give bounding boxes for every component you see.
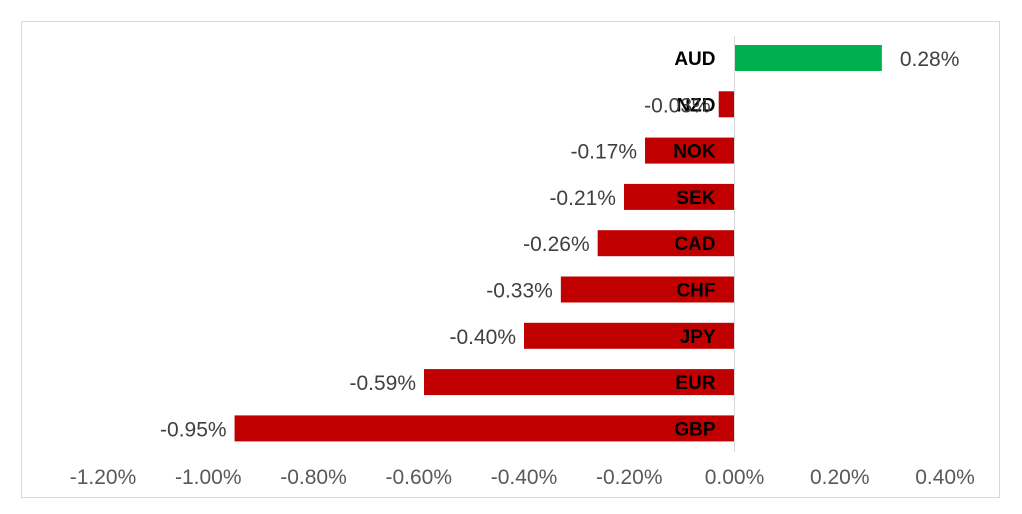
labels-layer: AUD 0.28% NZD-0.03% NOK -0.17% SEK -0.21% CAD -0…	[160, 48, 959, 441]
category-label-chf: CHF	[676, 281, 715, 302]
bar-cad	[597, 230, 735, 257]
bar-aud	[734, 45, 882, 71]
bar-chf	[560, 276, 735, 303]
category-label-aud: AUD	[674, 49, 715, 70]
category-label-nzd: NZD	[676, 95, 715, 116]
x-tick-label: 0.20%	[810, 466, 870, 489]
category-label-eur: EUR	[675, 373, 715, 394]
category-label-jpy: JPY	[680, 327, 716, 348]
x-axis-ticks: -1.20% -1.00% -0.80% -0.60% -0.40% -0.20% 0.00…	[70, 466, 975, 489]
bar-sek	[623, 183, 735, 210]
value-label-nzd: -0.03%	[644, 94, 711, 117]
bar-nzd	[718, 91, 735, 118]
x-tick-label: -1.20%	[70, 466, 137, 489]
bar-eur	[424, 369, 735, 396]
value-label-jpy: -0.40%	[449, 326, 516, 349]
x-tick-label: -0.60%	[385, 466, 452, 489]
value-label-sek: -0.21%	[549, 187, 616, 210]
x-tick-label: -1.00%	[175, 466, 242, 489]
category-label-gbp: GBP	[674, 419, 716, 440]
x-tick-label: -0.80%	[280, 466, 347, 489]
value-label-chf: -0.33%	[486, 280, 553, 303]
category-label-sek: SEK	[676, 188, 715, 209]
x-tick-label: 0.40%	[915, 466, 975, 489]
x-tick-label: 0.00%	[705, 466, 765, 489]
bar-nok	[645, 137, 735, 164]
category-label-nok: NOK	[673, 142, 716, 163]
value-label-eur: -0.59%	[349, 372, 416, 395]
bar-jpy	[524, 322, 735, 349]
x-tick-label: -0.20%	[596, 466, 663, 489]
category-label-cad: CAD	[674, 234, 715, 255]
value-label-nok: -0.17%	[570, 141, 637, 164]
value-label-gbp: -0.95%	[160, 418, 227, 441]
x-tick-label: -0.40%	[491, 466, 558, 489]
value-label-cad: -0.26%	[523, 233, 590, 256]
bar-chart: AUD 0.28% NZD-0.03% NOK -0.17% SEK -0.21% CAD -0…	[70, 36, 975, 489]
value-label-aud: 0.28%	[900, 48, 960, 71]
bar-gbp	[234, 415, 735, 442]
chart-frame: AUD 0.28% NZD -0.03% NOK -0.17% SEK -0.21% CAD -0…	[21, 21, 1000, 498]
bars-layer	[234, 45, 882, 442]
